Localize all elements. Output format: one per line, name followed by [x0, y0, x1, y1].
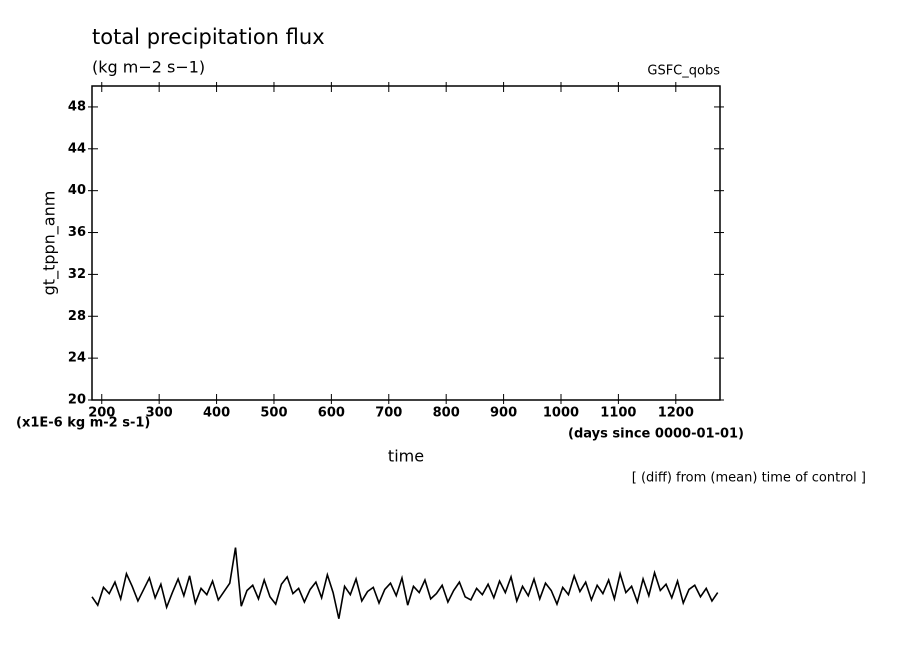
y-tick-label: 48 — [68, 99, 86, 114]
y-axis-label: gt_tppn_anm — [40, 191, 60, 296]
y-tick-label: 44 — [68, 141, 86, 156]
x-axis-label: time — [388, 447, 424, 466]
x-tick-label: 300 — [146, 406, 173, 421]
y-tick-label: 36 — [68, 225, 86, 240]
x-tick-label: 700 — [375, 406, 402, 421]
y-tick-label: 28 — [68, 309, 86, 324]
plot-frame — [91, 85, 721, 401]
x-tick-label: 400 — [203, 406, 230, 421]
data-line — [91, 547, 719, 619]
chart-title: total precipitation flux — [92, 25, 325, 49]
x-tick-label: 900 — [490, 406, 517, 421]
x-tick-label: 1000 — [543, 406, 579, 421]
x-tick-label: 600 — [318, 406, 345, 421]
x-tick-label: 1200 — [658, 406, 694, 421]
x-unit-label: (days since 0000-01-01) — [568, 427, 744, 442]
run-label: GSFC_qobs — [647, 64, 720, 79]
x-tick-label: 500 — [260, 406, 287, 421]
y-tick-label: 20 — [68, 393, 86, 408]
y-tick-label: 40 — [68, 183, 86, 198]
y-unit-label: (x1E-6 kg m-2 s-1) — [16, 416, 150, 431]
y-tick-label: 24 — [68, 351, 86, 366]
chart-subtitle: (kg m−2 s−1) — [92, 58, 205, 77]
annotation: [ (diff) from (mean) time of control ] — [632, 471, 866, 486]
y-tick-label: 32 — [68, 267, 86, 282]
x-tick-label: 1100 — [600, 406, 636, 421]
x-tick-label: 200 — [88, 406, 115, 421]
x-tick-label: 800 — [433, 406, 460, 421]
